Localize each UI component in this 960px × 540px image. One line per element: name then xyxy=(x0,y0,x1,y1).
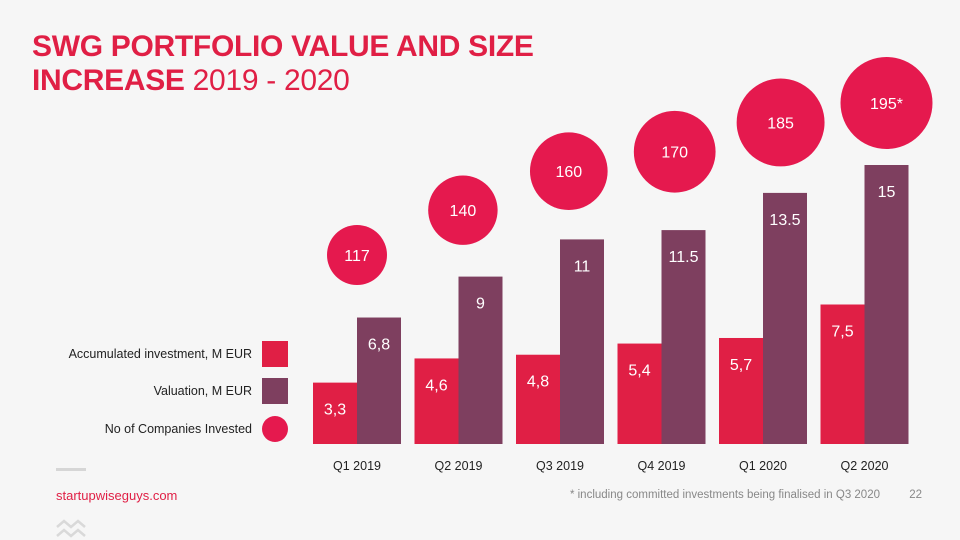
bar-label-investment: 7,5 xyxy=(831,324,853,341)
page-number: 22 xyxy=(909,489,922,501)
page-title: SWG PORTFOLIO VALUE AND SIZE INCREASE 20… xyxy=(32,30,534,98)
bar-label-valuation: 11.5 xyxy=(669,249,699,266)
legend-swatch-companies xyxy=(262,416,288,442)
x-tick-label: Q4 2019 xyxy=(638,459,686,473)
x-tick-label: Q1 2020 xyxy=(739,459,787,473)
bar-label-valuation: 6,8 xyxy=(368,337,390,354)
bar-investment xyxy=(820,304,865,444)
legend-label-investment: Accumulated investment, M EUR xyxy=(68,347,252,361)
footer-divider xyxy=(56,468,86,471)
x-tick-label: Q3 2019 xyxy=(536,459,584,473)
bar-investment xyxy=(414,358,459,444)
bar-investment xyxy=(719,337,763,444)
circle-label-companies: 160 xyxy=(555,164,582,181)
bar-label-valuation: 13.5 xyxy=(769,212,800,229)
circle-companies xyxy=(529,132,608,211)
title-line-1: SWG PORTFOLIO VALUE AND SIZE xyxy=(32,30,534,63)
title-line-2-light: 2019 - 2020 xyxy=(192,64,350,97)
bar-valuation xyxy=(661,230,706,444)
circle-companies xyxy=(428,175,498,245)
circle-label-companies: 185 xyxy=(767,115,794,132)
legend-item-investment: Accumulated investment, M EUR xyxy=(69,341,288,367)
x-tick-label: Q1 2019 xyxy=(333,459,381,473)
footnote: * including committed investments being … xyxy=(569,489,880,501)
legend-item-companies: No of Companies Invested xyxy=(105,416,288,442)
bar-label-investment: 5,7 xyxy=(730,357,752,374)
circle-companies xyxy=(633,110,716,193)
x-tick-label: Q2 2020 xyxy=(841,459,889,473)
bar-label-investment: 5,4 xyxy=(628,363,650,380)
bar-label-valuation: 11 xyxy=(574,258,591,275)
bar-valuation xyxy=(763,192,807,444)
circle-label-companies: 195* xyxy=(870,96,903,113)
bar-valuation xyxy=(560,239,604,444)
bar-investment xyxy=(313,382,357,444)
legend-swatch-investment xyxy=(262,341,288,367)
legend-swatch-valuation xyxy=(262,378,288,404)
bar-valuation xyxy=(458,276,503,444)
bar-label-investment: 3,3 xyxy=(324,402,346,419)
brand-chevron-icon xyxy=(56,519,86,538)
bar-valuation xyxy=(864,165,909,444)
legend-item-valuation: Valuation, M EUR xyxy=(154,378,288,404)
title-line-2-bold: INCREASE xyxy=(32,64,185,97)
website-link[interactable]: startupwiseguys.com xyxy=(56,488,178,503)
circle-companies xyxy=(327,225,387,285)
x-tick-label: Q2 2019 xyxy=(435,459,483,473)
bar-investment xyxy=(516,354,560,444)
circle-label-companies: 117 xyxy=(344,248,370,265)
bar-label-investment: 4,6 xyxy=(425,377,447,394)
bar-valuation xyxy=(357,317,401,444)
circle-label-companies: 170 xyxy=(661,145,688,162)
circle-companies xyxy=(840,57,933,149)
circle-label-companies: 140 xyxy=(450,203,477,220)
bar-investment xyxy=(617,343,662,444)
legend-label-valuation: Valuation, M EUR xyxy=(153,384,252,398)
bar-label-investment: 4,8 xyxy=(527,374,549,391)
legend-label-companies: No of Companies Invested xyxy=(104,422,252,436)
bar-label-valuation: 15 xyxy=(878,184,896,201)
bar-label-valuation: 9 xyxy=(476,296,485,313)
circle-companies xyxy=(736,78,825,167)
